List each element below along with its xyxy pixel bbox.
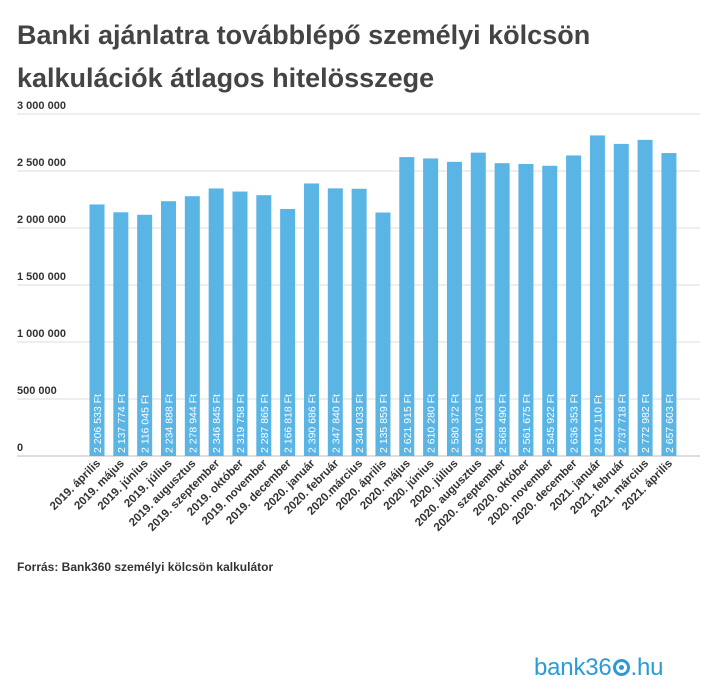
y-tick-label: 2 500 000	[17, 157, 66, 169]
data-label: 2 166 818 Ft	[283, 394, 295, 453]
bar[interactable]	[89, 204, 105, 456]
source-note: Forrás: Bank360 személyi kölcsön kalkulá…	[17, 560, 274, 574]
bar[interactable]	[423, 158, 439, 456]
bar[interactable]	[542, 165, 558, 456]
data-labels: 2 206 533 Ft 2 137 774 Ft 2 116 045 Ft 2 23…	[92, 394, 676, 453]
bar[interactable]	[613, 143, 629, 456]
data-label: 2 580 372 Ft	[449, 394, 461, 453]
data-label: 2 319 758 Ft	[235, 394, 247, 453]
bar[interactable]	[303, 183, 319, 456]
y-tick-label: 1 000 000	[17, 328, 66, 340]
data-label: 2 772 982 Ft	[640, 394, 652, 453]
logo-ring-icon	[612, 659, 630, 676]
data-label: 2 390 686 Ft	[306, 394, 318, 453]
chart-title: Banki ajánlatra továbblépő személyi kölc…	[17, 20, 591, 93]
bar[interactable]	[280, 208, 296, 456]
data-label: 2 657 603 Ft	[664, 394, 676, 453]
bar[interactable]	[375, 212, 391, 456]
bar[interactable]	[566, 155, 582, 457]
brand-logo[interactable]: bank36 .hu	[534, 654, 664, 681]
bar[interactable]	[470, 152, 486, 456]
data-label: 2 610 280 Ft	[426, 394, 438, 453]
bar[interactable]	[208, 188, 224, 457]
data-label: 2 737 718 Ft	[616, 394, 628, 453]
data-label: 2 812 110 Ft	[592, 395, 604, 453]
data-label: 2 135 859 Ft	[378, 394, 390, 453]
bar[interactable]	[184, 196, 200, 456]
data-label: 2 287 865 Ft	[259, 394, 271, 453]
data-label: 2 116 045 Ft	[140, 395, 152, 453]
bar[interactable]	[256, 195, 272, 456]
bar-chart: 0 500 000 1 000 000 1 500 000 2 000 000 2 500…	[17, 100, 700, 534]
bar[interactable]	[113, 212, 129, 456]
bar[interactable]	[137, 214, 153, 456]
y-axis: 0 500 000 1 000 000 1 500 000 2 000 000 2 500…	[17, 100, 66, 454]
data-label: 2 568 490 Ft	[497, 394, 509, 453]
y-tick-label: 0	[17, 442, 23, 454]
data-label: 2 636 353 Ft	[569, 394, 581, 453]
bar[interactable]	[327, 188, 343, 456]
data-label: 2 545 922 Ft	[545, 394, 557, 453]
data-label: 2 561 675 Ft	[521, 394, 533, 453]
bar[interactable]	[518, 163, 534, 456]
bar[interactable]	[494, 163, 510, 456]
data-label: 2 234 888 Ft	[163, 394, 175, 453]
y-tick-label: 1 500 000	[17, 271, 66, 283]
data-label: 2 346 845 Ft	[211, 394, 223, 453]
data-label: 2 347 840 Ft	[330, 394, 342, 453]
bars	[89, 135, 677, 457]
bar[interactable]	[351, 188, 367, 456]
data-label: 2 621 915 Ft	[402, 394, 414, 453]
bar[interactable]	[661, 153, 677, 456]
bar[interactable]	[232, 191, 248, 456]
bar[interactable]	[446, 161, 462, 456]
data-label: 2 661 073 Ft	[473, 394, 485, 453]
data-label: 2 206 533 Ft	[92, 394, 104, 453]
y-tick-label: 2 000 000	[17, 214, 66, 226]
y-tick-label: 3 000 000	[17, 100, 66, 112]
data-label: 2 278 944 Ft	[187, 394, 199, 453]
data-label: 2 137 774 Ft	[116, 394, 128, 453]
bar[interactable]	[160, 201, 176, 456]
bar[interactable]	[589, 135, 605, 456]
data-label: 2 344 033 Ft	[354, 394, 366, 453]
y-tick-label: 500 000	[17, 385, 57, 397]
bar[interactable]	[637, 139, 653, 456]
bar[interactable]	[399, 157, 415, 456]
